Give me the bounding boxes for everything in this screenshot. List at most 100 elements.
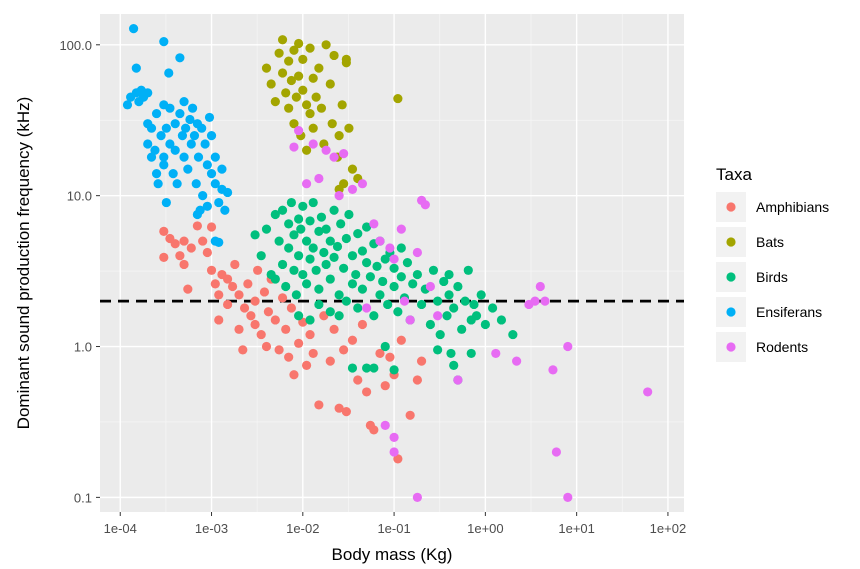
- point-ensiferans: [206, 169, 217, 179]
- point-ensiferans: [159, 37, 169, 47]
- point-rodents: [380, 420, 390, 430]
- point-bats: [305, 43, 315, 53]
- point-ensiferans: [210, 179, 220, 189]
- point-ensiferans: [193, 152, 204, 162]
- x-tick-label: 1e-04: [104, 521, 137, 536]
- y-tick-label: 10.0: [67, 189, 92, 204]
- point-birds: [408, 279, 418, 289]
- point-birds: [389, 365, 399, 375]
- point-amphibians: [159, 252, 169, 262]
- point-birds: [347, 363, 358, 373]
- point-birds: [466, 348, 476, 359]
- point-birds: [314, 284, 324, 294]
- point-bats: [270, 97, 280, 107]
- point-bats: [281, 88, 291, 98]
- point-birds: [433, 296, 443, 306]
- point-rodents: [643, 387, 653, 397]
- point-amphibians: [289, 370, 299, 380]
- point-rodents: [425, 281, 436, 292]
- point-amphibians: [227, 281, 238, 292]
- point-bats: [308, 123, 318, 133]
- point-birds: [480, 319, 490, 330]
- point-rodents: [405, 315, 415, 325]
- point-amphibians: [281, 324, 291, 334]
- point-birds: [449, 360, 459, 370]
- point-bats: [294, 38, 304, 49]
- point-birds: [353, 303, 363, 313]
- point-rodents: [453, 375, 463, 385]
- point-ensiferans: [200, 139, 210, 149]
- point-birds: [378, 276, 388, 287]
- point-birds: [416, 299, 427, 310]
- point-bats: [301, 100, 312, 110]
- point-rodents: [412, 492, 422, 502]
- point-birds: [329, 252, 339, 262]
- point-birds: [435, 329, 445, 340]
- point-bats: [344, 123, 354, 133]
- point-bats: [284, 56, 294, 66]
- point-rodents: [512, 356, 522, 366]
- point-rodents: [530, 296, 540, 306]
- y-tick-label: 0.1: [74, 490, 92, 505]
- point-birds: [308, 197, 318, 208]
- point-ensiferans: [214, 197, 224, 208]
- point-birds: [286, 197, 296, 208]
- point-amphibians: [416, 356, 427, 366]
- point-ensiferans: [131, 63, 141, 73]
- point-birds: [296, 224, 306, 234]
- point-rodents: [563, 492, 573, 502]
- point-amphibians: [250, 319, 260, 330]
- point-birds: [250, 230, 260, 240]
- point-ensiferans: [191, 179, 201, 189]
- point-amphibians: [334, 403, 344, 413]
- point-ensiferans: [165, 103, 175, 113]
- point-amphibians: [301, 360, 312, 370]
- point-ensiferans: [181, 123, 191, 133]
- point-ensiferans: [165, 139, 175, 149]
- point-rodents: [548, 365, 558, 375]
- point-bats: [298, 54, 308, 65]
- point-birds: [334, 311, 344, 321]
- x-tick-label: 1e-02: [286, 521, 319, 536]
- point-amphibians: [347, 335, 358, 345]
- point-birds: [344, 209, 354, 220]
- point-birds: [314, 299, 324, 310]
- point-rodents: [389, 254, 399, 264]
- point-ensiferans: [197, 123, 207, 133]
- point-ensiferans: [204, 112, 215, 123]
- point-birds: [369, 363, 379, 373]
- point-amphibians: [329, 324, 339, 334]
- legend-swatch-bats: [726, 237, 736, 247]
- point-ensiferans: [146, 152, 157, 162]
- point-ensiferans: [161, 197, 171, 208]
- x-tick-label: 1e+02: [650, 521, 687, 536]
- point-birds: [453, 281, 463, 292]
- point-birds: [380, 341, 390, 352]
- point-amphibians: [405, 410, 415, 420]
- x-tick-label: 1e+00: [467, 521, 504, 536]
- point-birds: [383, 299, 393, 310]
- point-birds: [336, 219, 346, 229]
- point-birds: [284, 243, 294, 253]
- point-ensiferans: [187, 103, 198, 113]
- point-ensiferans: [202, 160, 212, 170]
- point-ensiferans: [164, 68, 174, 78]
- point-birds: [316, 212, 327, 222]
- point-amphibians: [369, 425, 379, 435]
- point-birds: [308, 243, 318, 253]
- point-rodents: [389, 432, 399, 442]
- point-bats: [284, 103, 294, 113]
- point-birds: [389, 281, 399, 292]
- point-ensiferans: [143, 139, 153, 149]
- point-birds: [469, 299, 479, 310]
- point-amphibians: [412, 375, 422, 385]
- point-rodents: [347, 184, 358, 195]
- point-ensiferans: [206, 131, 217, 141]
- point-rodents: [369, 219, 379, 229]
- point-amphibians: [314, 400, 324, 410]
- point-ensiferans: [150, 145, 160, 155]
- point-birds: [289, 230, 299, 240]
- point-ensiferans: [175, 53, 185, 63]
- point-amphibians: [179, 259, 189, 270]
- point-birds: [298, 201, 308, 211]
